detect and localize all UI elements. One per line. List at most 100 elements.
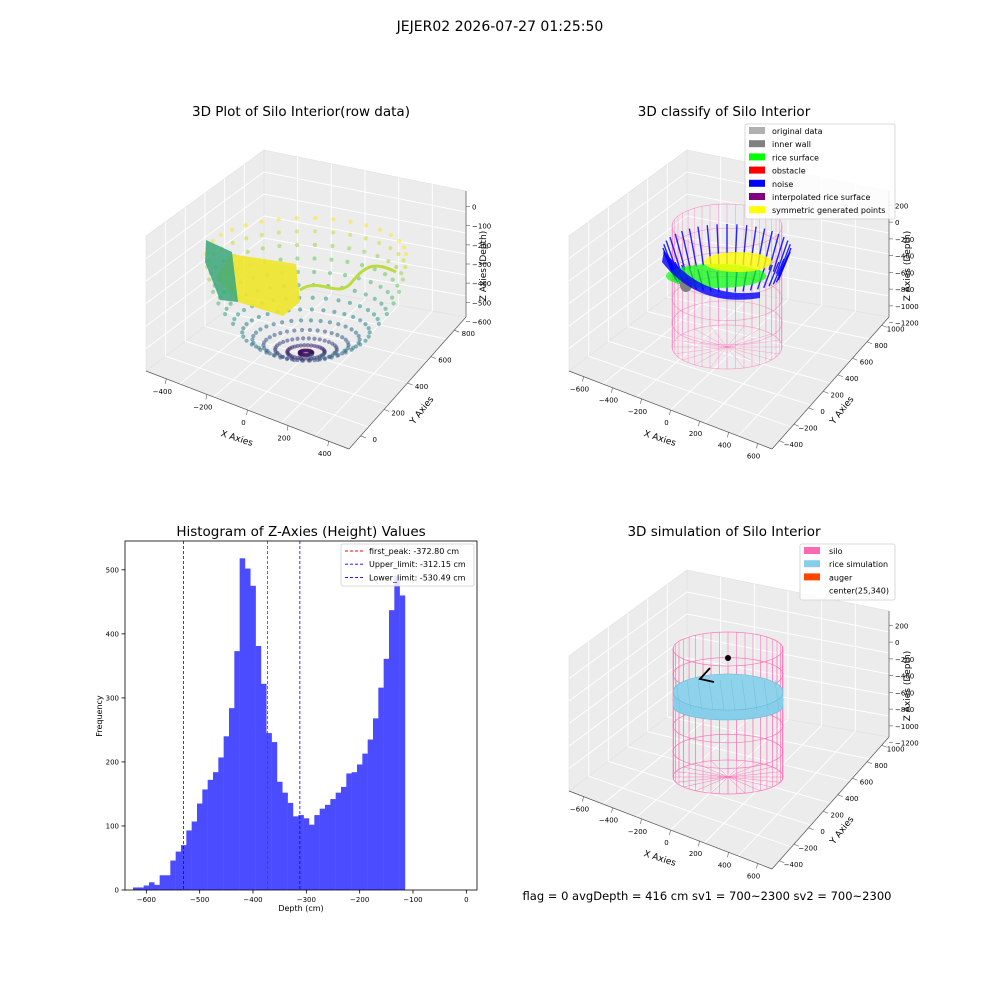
simulation-silo-floor-spoke — [695, 763, 729, 778]
histogram-bar — [399, 595, 406, 890]
raw-point — [345, 340, 350, 345]
raw-point — [298, 318, 304, 323]
histogram-bar — [303, 818, 310, 890]
panels.classify-z-tick-label: 0 — [895, 219, 899, 227]
panels.classify-y-tick-label: −200 — [798, 424, 817, 432]
histogram-bar — [330, 799, 336, 890]
simulation-silo-floor-spoke — [727, 776, 746, 794]
panels.raw-x-tick — [205, 394, 208, 400]
histogram-reference-lines — [183, 541, 301, 890]
histogram-legend-label: first_peak: -372.80 cm — [369, 547, 459, 556]
raw-point — [358, 318, 363, 323]
noise-strand — [674, 233, 686, 270]
histogram-bar — [197, 803, 203, 890]
raw-point — [364, 223, 369, 228]
raw-point — [394, 264, 399, 270]
classify-legend-label: rice surface — [772, 153, 819, 162]
raw-point — [310, 295, 315, 300]
classify-silo-floor-spoke — [726, 346, 780, 355]
simulation-silo-floor-spoke — [727, 760, 746, 778]
noise-strand — [763, 264, 773, 289]
panels.classify-y-tick — [837, 374, 843, 378]
raw-point — [321, 352, 326, 357]
raw-point — [375, 316, 380, 322]
raw-point-cloud — [203, 216, 409, 363]
rice-mesh-line — [719, 679, 725, 711]
symmetric-points-region — [704, 252, 772, 272]
raw-point — [312, 358, 317, 363]
panels.classify-y-tick-label: 600 — [860, 358, 873, 366]
histogram-legend-label: Lower_limit: -530.49 cm — [369, 573, 466, 582]
histogram-y-tick-label: 500 — [106, 566, 119, 574]
simulation-silo-floor-spoke — [683, 776, 729, 788]
histogram-title: Histogram of Z-Axies (Height) Values — [176, 524, 425, 540]
histogram-x-tick-label: −200 — [350, 896, 369, 904]
rice-mesh-line — [741, 679, 747, 711]
simulation-axes-box — [568, 569, 890, 870]
raw-point — [397, 238, 402, 244]
panels.classify-z-tick-label: −400 — [895, 253, 914, 261]
panels.simulation-x-tick — [698, 841, 700, 847]
raw-point — [362, 249, 367, 254]
histogram-bar — [143, 885, 150, 890]
raw-point — [301, 336, 306, 341]
raw-point — [267, 335, 272, 340]
histogram-bar — [202, 789, 208, 890]
classify-silo-floor-spoke — [674, 346, 728, 355]
raw-point — [251, 333, 256, 339]
panels.raw-y-tick-label: 600 — [438, 357, 451, 365]
raw-point — [224, 306, 229, 311]
raw-point — [391, 301, 396, 306]
raw-point — [383, 306, 388, 311]
raw-point — [347, 300, 353, 306]
panels.classify-z-tick-label: −1000 — [895, 303, 919, 311]
histogram-bar — [383, 658, 390, 890]
rice-mesh-line — [774, 679, 780, 711]
panels.classify-x-tick — [582, 376, 584, 382]
raw-point — [260, 246, 265, 251]
classify-point-cloud — [662, 224, 792, 300]
raw-point — [228, 301, 233, 306]
panels.simulation-y-tick-label: 200 — [831, 811, 844, 819]
simulation-legend-label: rice simulation — [829, 560, 888, 569]
raw-point — [271, 322, 276, 327]
panels.simulation-y-tick — [808, 827, 814, 831]
panels.raw-z-tick-label: −600 — [472, 318, 491, 326]
raw-point — [403, 264, 408, 269]
raw-point — [342, 273, 348, 278]
rice-mesh-line — [730, 679, 736, 711]
histogram-bar — [239, 558, 246, 890]
raw-point — [379, 301, 384, 306]
panels.classify-y-tick-label: 800 — [874, 342, 887, 350]
panels.classify-y-tick — [779, 440, 785, 444]
raw-point — [315, 357, 320, 363]
panels.classify-x-tick-label: −600 — [570, 386, 589, 394]
raw-point — [322, 348, 327, 353]
panels.classify-y-tick — [866, 341, 873, 345]
histogram-bars — [133, 558, 406, 890]
panels.classify-x-tick-label: −200 — [628, 408, 647, 416]
panels.raw-x-tick — [327, 441, 329, 447]
raw-point — [243, 223, 248, 228]
raw-point — [265, 311, 270, 317]
classify-plot-title: 3D classify of Silo Interior — [638, 104, 811, 120]
panels.classify-x-tick — [669, 409, 671, 416]
raw-point — [250, 337, 255, 342]
histogram-x-tick-label: −300 — [297, 896, 316, 904]
raw-point — [272, 332, 277, 338]
raw-point — [336, 322, 341, 327]
classify-legend-label: original data — [772, 127, 823, 136]
classify-legend: original data inner wall rice surface obsta… — [744, 123, 896, 220]
panels.classify-x-tick-label: 0 — [664, 419, 668, 427]
histogram-x-tick-label: −600 — [137, 896, 156, 904]
panels.raw-z-tick-label: 0 — [472, 204, 476, 212]
raw-point — [294, 229, 299, 234]
noise-strand — [681, 230, 691, 269]
panels.simulation-y-tick-label: −400 — [784, 861, 803, 869]
histogram-bar — [191, 821, 198, 890]
simulation-legend-label: auger — [829, 573, 853, 582]
raw-y-axis-label: Y Axies — [408, 395, 437, 428]
raw-point — [244, 236, 249, 241]
panels.raw-z-tick-label: −100 — [472, 223, 491, 231]
raw-point — [309, 343, 314, 348]
